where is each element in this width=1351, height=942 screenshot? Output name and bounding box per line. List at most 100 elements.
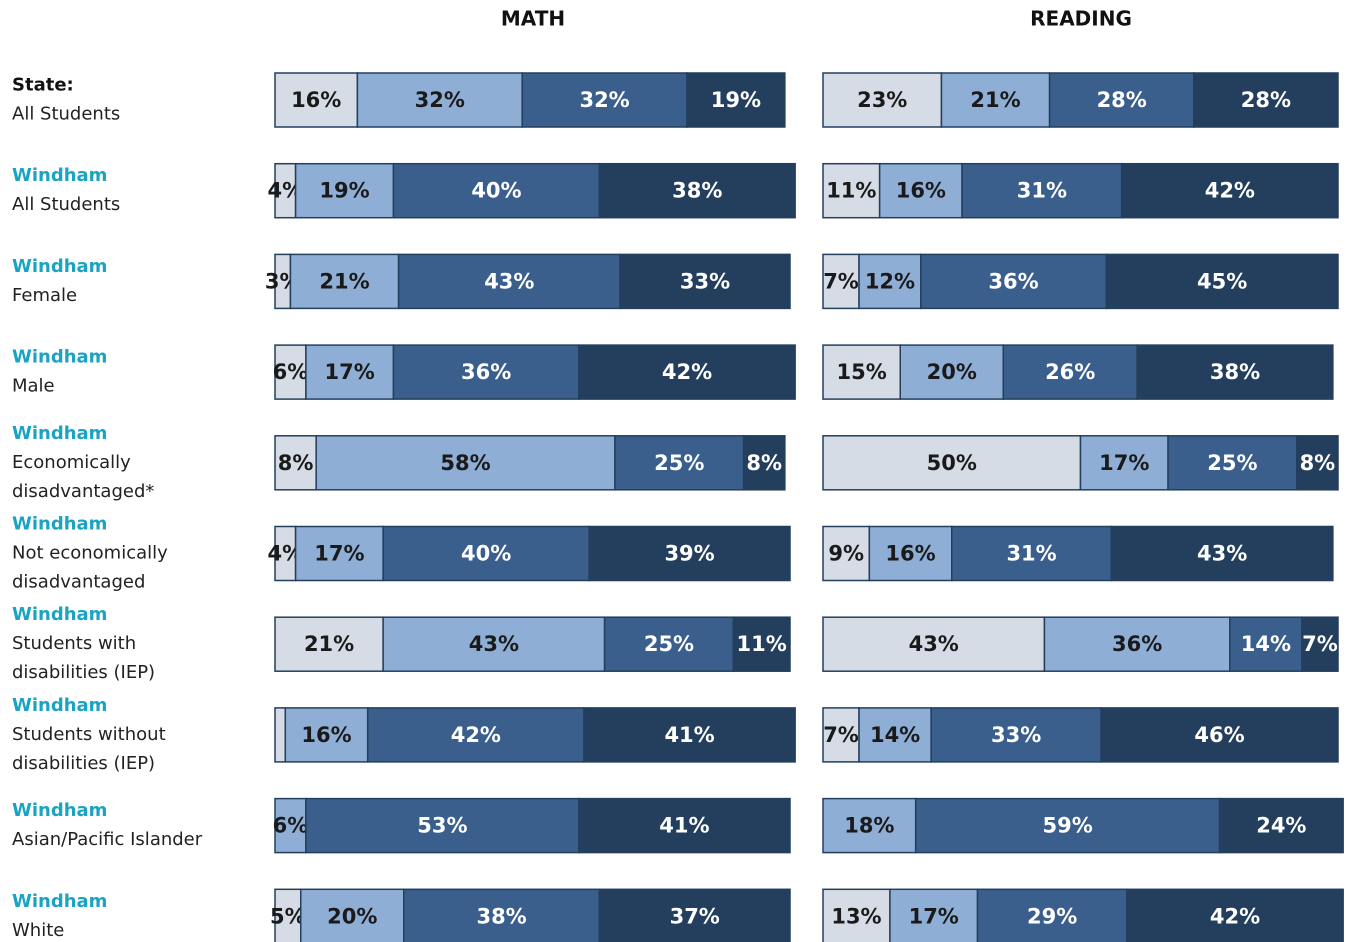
row-group: Windham bbox=[12, 423, 107, 444]
bar-segment bbox=[619, 253, 791, 310]
bar-segment bbox=[366, 707, 585, 763]
bar-segment bbox=[397, 253, 621, 310]
value-label: 16% bbox=[896, 179, 946, 203]
value-label: 17% bbox=[1099, 451, 1149, 475]
bar-segment bbox=[940, 72, 1051, 128]
value-label: 25% bbox=[1207, 451, 1257, 475]
bar-segment bbox=[356, 72, 523, 128]
value-label: 25% bbox=[654, 451, 704, 475]
value-label: 36% bbox=[988, 269, 1038, 293]
value-label: 19% bbox=[319, 179, 369, 203]
bar-segment bbox=[1079, 435, 1169, 491]
bar-segment bbox=[1218, 797, 1344, 854]
row-group: Windham bbox=[12, 891, 107, 912]
value-label: 45% bbox=[1197, 269, 1247, 293]
value-label: 31% bbox=[1017, 179, 1067, 203]
bar-segment bbox=[1043, 616, 1231, 672]
row-label: All Students bbox=[12, 194, 120, 215]
bar-segment bbox=[403, 888, 601, 942]
chart-title: MATH bbox=[501, 7, 565, 31]
value-label: 50% bbox=[927, 451, 977, 475]
value-label: 43% bbox=[909, 632, 959, 656]
value-label: 16% bbox=[885, 542, 935, 566]
value-label: 14% bbox=[870, 723, 920, 747]
bar-segment bbox=[822, 525, 871, 582]
bar-segment bbox=[1120, 162, 1339, 219]
bar-segment bbox=[274, 435, 317, 491]
row-label: Students with bbox=[12, 633, 136, 654]
row-group: Windham bbox=[12, 165, 107, 186]
bar-segment bbox=[1110, 525, 1334, 582]
value-label: 26% bbox=[1045, 360, 1095, 384]
row-group: State: bbox=[12, 75, 74, 96]
value-label: 15% bbox=[836, 360, 886, 384]
bar-segment bbox=[976, 888, 1128, 942]
value-label: 42% bbox=[1205, 179, 1255, 203]
bar-segment bbox=[294, 525, 384, 582]
bar-segment bbox=[521, 72, 688, 128]
bar-segment bbox=[1301, 616, 1339, 672]
value-label: 8% bbox=[1300, 451, 1336, 475]
row-label: All Students bbox=[12, 104, 120, 125]
bar-segment bbox=[598, 162, 796, 219]
value-label: 20% bbox=[327, 904, 377, 928]
value-label: 42% bbox=[1210, 904, 1260, 928]
value-label: 6% bbox=[273, 360, 309, 384]
value-label: 42% bbox=[662, 360, 712, 384]
row-label: Not economically bbox=[12, 543, 168, 564]
value-label: 41% bbox=[664, 723, 714, 747]
bar-segment bbox=[742, 435, 786, 491]
bar-segment bbox=[274, 344, 307, 400]
bar-segment bbox=[822, 253, 860, 310]
value-label: 9% bbox=[828, 542, 864, 566]
value-label: 23% bbox=[857, 88, 907, 112]
value-label: 12% bbox=[865, 269, 915, 293]
bar-segment bbox=[382, 525, 590, 582]
row-label: Economically bbox=[12, 452, 131, 473]
bar-segment bbox=[392, 162, 601, 219]
value-label: 40% bbox=[461, 542, 511, 566]
bar-segment bbox=[614, 435, 745, 491]
row-group: Windham bbox=[12, 800, 107, 821]
bar-segment bbox=[920, 253, 1107, 310]
value-label: 8% bbox=[278, 451, 314, 475]
bar-segment bbox=[686, 72, 786, 128]
value-label: 16% bbox=[301, 723, 351, 747]
bar-segment bbox=[392, 344, 580, 400]
bar-segment bbox=[822, 72, 943, 128]
row-label: Asian/Pacific Islander bbox=[12, 829, 203, 850]
row-label: Students without bbox=[12, 724, 166, 745]
bar-segment bbox=[878, 162, 963, 219]
bar-segment bbox=[822, 616, 1046, 672]
value-label: 17% bbox=[314, 542, 364, 566]
bar-segment bbox=[578, 344, 796, 400]
value-label: 32% bbox=[579, 88, 629, 112]
bar-segment bbox=[300, 888, 405, 942]
bar-segment bbox=[822, 797, 917, 854]
bar-segment bbox=[274, 616, 384, 672]
value-label: 7% bbox=[823, 723, 859, 747]
row-label: disabilities (IEP) bbox=[12, 753, 155, 774]
row-group: Windham bbox=[12, 514, 107, 535]
value-label: 8% bbox=[746, 451, 782, 475]
bar-segment bbox=[1167, 435, 1298, 491]
value-label: 38% bbox=[1210, 360, 1260, 384]
bar-segment bbox=[1136, 344, 1334, 400]
bar-segment bbox=[1126, 888, 1344, 942]
value-label: 28% bbox=[1241, 88, 1291, 112]
bar-segment bbox=[899, 344, 1004, 400]
value-label: 11% bbox=[737, 632, 787, 656]
row-group: Windham bbox=[12, 695, 107, 716]
bar-segment bbox=[583, 707, 796, 763]
value-label: 59% bbox=[1042, 814, 1092, 838]
value-label: 43% bbox=[469, 632, 519, 656]
bar-segment bbox=[274, 707, 287, 763]
value-label: 24% bbox=[1256, 814, 1306, 838]
bar-segment bbox=[914, 797, 1221, 854]
value-label: 37% bbox=[670, 904, 720, 928]
value-label: 18% bbox=[844, 814, 894, 838]
bar-segment bbox=[382, 616, 606, 672]
value-label: 7% bbox=[1302, 632, 1338, 656]
bar-segment bbox=[1048, 72, 1195, 128]
